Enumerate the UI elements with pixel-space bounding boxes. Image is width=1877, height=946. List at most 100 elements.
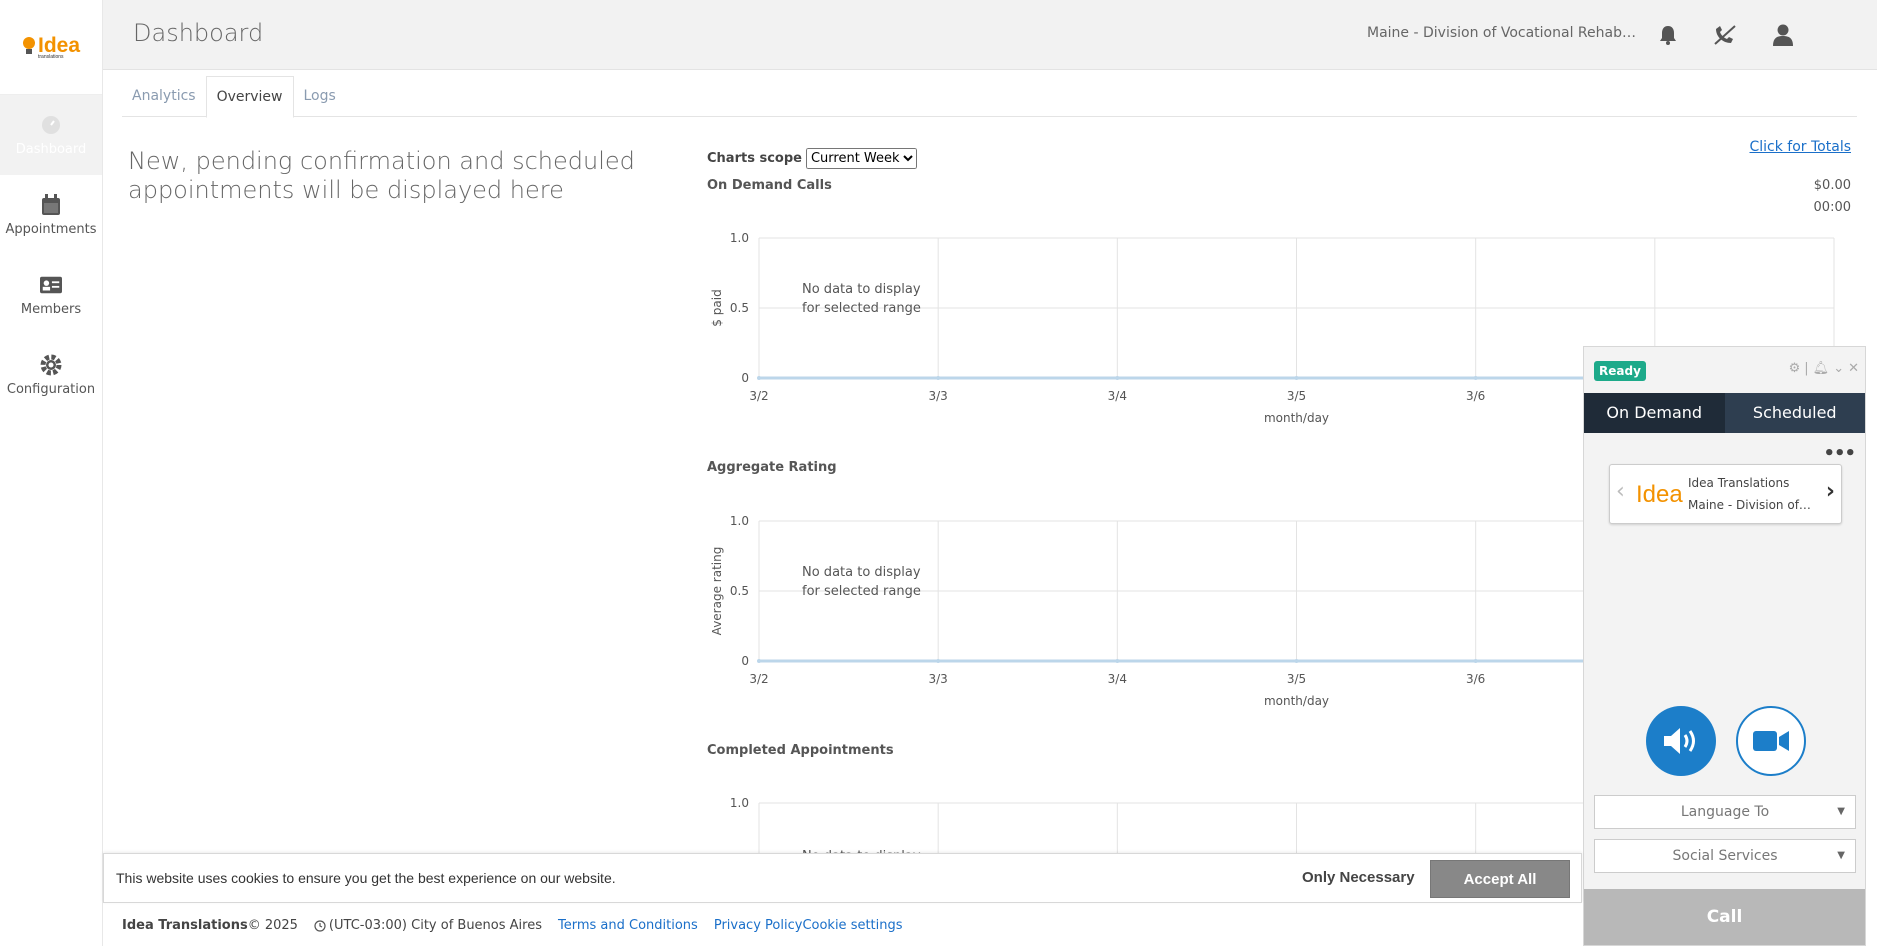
- y-tick-label: 1.0: [730, 796, 749, 810]
- user-icon[interactable]: [1770, 22, 1796, 48]
- data-point: [1473, 659, 1478, 663]
- header: Dashboard Maine - Division of Vocational…: [103, 0, 1877, 70]
- call-widget: Ready ⚙ | 🔔︎ ⌄ ✕ On Demand Scheduled •••…: [1583, 346, 1866, 946]
- cookie-settings-link[interactable]: Cookie settings: [802, 918, 903, 933]
- data-point: [1115, 376, 1120, 380]
- tab-analytics[interactable]: Analytics: [132, 88, 196, 104]
- no-data-annotation: for selected range: [802, 301, 921, 316]
- sidebar-item-members[interactable]: Members: [0, 255, 102, 335]
- y-tick-label: 1.0: [730, 514, 749, 528]
- data-point: [936, 376, 941, 380]
- data-point: [936, 659, 941, 663]
- x-tick-label: 3/3: [929, 672, 948, 686]
- gear-icon: [40, 354, 62, 376]
- logo[interactable]: Idea translations: [0, 0, 102, 95]
- data-point: [1294, 659, 1299, 663]
- bell-icon[interactable]: 🔔︎: [1812, 361, 1830, 376]
- gear-icon[interactable]: ⚙: [1788, 361, 1801, 376]
- organization-card[interactable]: ‹ Idea Idea Translations Maine - Divisio…: [1609, 464, 1842, 524]
- y-tick-label: 1.0: [730, 231, 749, 245]
- cookie-banner: This website uses cookies to ensure you …: [103, 853, 1582, 903]
- sidebar-item-dashboard[interactable]: Dashboard: [0, 95, 102, 175]
- x-tick-label: 3/6: [1466, 672, 1485, 686]
- chevron-right-icon[interactable]: ›: [1825, 479, 1835, 504]
- no-data-annotation: No data to display: [802, 565, 921, 580]
- y-tick-label: 0.5: [730, 584, 749, 598]
- data-point: [1294, 376, 1299, 380]
- footer-brand: Idea Translations: [122, 918, 248, 933]
- card-organization-name: Maine - Division of Vocational Rehabilit…: [1688, 498, 1813, 512]
- dashboard-icon: [40, 114, 62, 136]
- calendar-icon: [40, 193, 62, 216]
- video-camera-icon: [1753, 731, 1789, 751]
- x-tick-label: 3/2: [749, 672, 768, 686]
- widget-tools: ⚙ | 🔔︎ ⌄ ✕: [1789, 361, 1859, 376]
- y-axis-label: Average rating: [710, 547, 724, 636]
- charts-scope-select[interactable]: Current Week: [805, 148, 917, 169]
- y-tick-label: 0: [741, 654, 749, 668]
- charts-scope-label: Charts scope: [707, 151, 802, 166]
- chart-title-aggregate-rating: Aggregate Rating: [707, 460, 837, 475]
- no-data-annotation: No data to display: [802, 849, 921, 853]
- tab-logs[interactable]: Logs: [303, 88, 336, 104]
- sidebar: Idea translations Dashboard Appointments…: [0, 0, 103, 946]
- video-call-button[interactable]: [1736, 706, 1806, 776]
- chevron-left-icon[interactable]: ‹: [1616, 479, 1625, 504]
- logo-sub: translations: [37, 53, 64, 60]
- call-button[interactable]: Call: [1584, 889, 1865, 945]
- more-options-icon[interactable]: •••: [1823, 443, 1856, 464]
- y-axis-label: $ paid: [710, 289, 724, 326]
- terms-link[interactable]: Terms and Conditions: [558, 918, 698, 933]
- x-axis-label: month/day: [1264, 694, 1329, 708]
- cookie-text: This website uses cookies to ensure you …: [116, 870, 616, 886]
- y-tick-label: 0: [741, 371, 749, 385]
- id-card-icon: [40, 274, 62, 296]
- bell-icon[interactable]: [1655, 22, 1681, 48]
- card-logo: Idea: [1636, 481, 1683, 508]
- sidebar-item-appointments[interactable]: Appointments: [0, 175, 102, 255]
- close-icon[interactable]: ✕: [1848, 361, 1859, 376]
- audio-call-button[interactable]: [1646, 706, 1716, 776]
- data-point: [1115, 659, 1120, 663]
- sidebar-item-label: Dashboard: [15, 141, 87, 157]
- volume-icon: [1664, 728, 1695, 754]
- charts-scope: Charts scope Current Week: [707, 148, 917, 169]
- click-for-totals-link[interactable]: Click for Totals: [1749, 139, 1852, 155]
- footer-copyright: © 2025: [247, 918, 298, 933]
- organization-name[interactable]: Maine - Division of Vocational Rehabilit…: [1367, 25, 1637, 41]
- widget-tabs: On Demand Scheduled: [1584, 393, 1865, 433]
- sidebar-item-label: Configuration: [6, 381, 96, 397]
- logo-text: Idea: [37, 33, 81, 57]
- tab-on-demand[interactable]: On Demand: [1584, 393, 1725, 433]
- no-data-annotation: No data to display: [802, 282, 921, 297]
- tabs: Analytics Overview Logs: [122, 76, 1857, 118]
- accept-all-button[interactable]: Accept All: [1430, 860, 1570, 898]
- language-to-select[interactable]: Language To ▼: [1594, 795, 1856, 829]
- x-tick-label: 3/6: [1466, 389, 1485, 403]
- sidebar-item-configuration[interactable]: Configuration: [0, 335, 102, 415]
- tab-overview[interactable]: Overview: [205, 76, 294, 118]
- y-tick-label: 0.5: [730, 301, 749, 315]
- total-duration: 00:00: [1813, 200, 1851, 215]
- phone-slash-icon[interactable]: [1712, 22, 1738, 48]
- x-tick-label: 3/4: [1108, 672, 1127, 686]
- chart-title-on-demand-calls: On Demand Calls: [707, 178, 832, 193]
- footer: Idea Translations © 2025 (UTC-03:00) Cit…: [122, 918, 903, 933]
- x-tick-label: 3/5: [1287, 389, 1306, 403]
- page-title: Dashboard: [133, 19, 264, 47]
- service-select[interactable]: Social Services ▼: [1594, 839, 1856, 873]
- x-tick-label: 3/5: [1287, 672, 1306, 686]
- caret-down-icon: ▼: [1837, 806, 1845, 817]
- x-tick-label: 3/2: [749, 389, 768, 403]
- only-necessary-button[interactable]: Only Necessary: [1302, 869, 1415, 886]
- sidebar-item-label: Appointments: [5, 221, 97, 237]
- chevron-down-icon[interactable]: ⌄: [1833, 361, 1845, 376]
- tab-scheduled[interactable]: Scheduled: [1724, 393, 1865, 433]
- caret-down-icon: ▼: [1837, 850, 1845, 861]
- x-axis-label: month/day: [1264, 411, 1329, 425]
- data-point: [1473, 376, 1478, 380]
- privacy-link[interactable]: Privacy Policy: [713, 918, 803, 933]
- lightbulb-icon: [22, 37, 35, 54]
- x-tick-label: 3/3: [929, 389, 948, 403]
- clock-icon: [314, 919, 326, 932]
